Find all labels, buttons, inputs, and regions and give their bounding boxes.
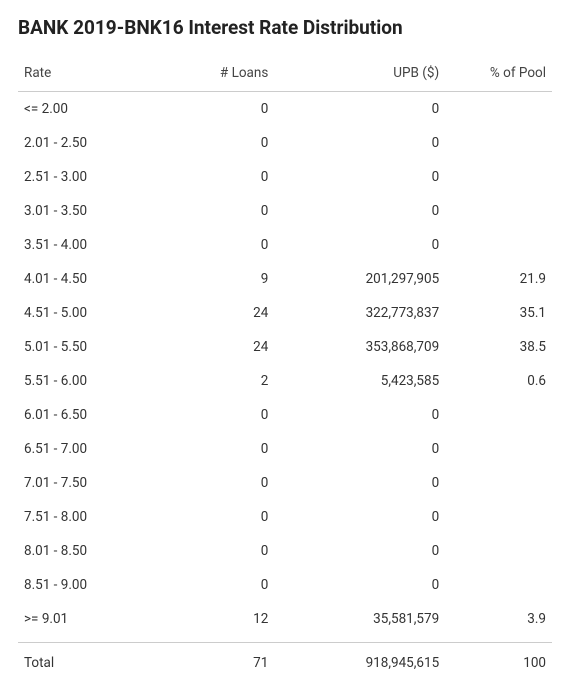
table-row: 8.51 - 9.0000 [18, 568, 552, 602]
col-header-rate: Rate [18, 57, 146, 92]
col-header-upb: UPB ($) [274, 57, 445, 92]
cell-upb: 5,423,585 [274, 364, 445, 398]
cell-upb: 0 [274, 432, 445, 466]
table-header-row: Rate # Loans UPB ($) % of Pool [18, 57, 552, 92]
cell-loans: 0 [146, 160, 274, 194]
cell-loans: 24 [146, 296, 274, 330]
cell-pct: 21.9 [445, 262, 552, 296]
total-label: Total [18, 643, 146, 681]
table-row: 4.51 - 5.0024322,773,83735.1 [18, 296, 552, 330]
cell-pct [445, 398, 552, 432]
table-row: 7.51 - 8.0000 [18, 500, 552, 534]
cell-rate: 6.51 - 7.00 [18, 432, 146, 466]
cell-pct [445, 432, 552, 466]
cell-upb: 322,773,837 [274, 296, 445, 330]
cell-rate: 5.01 - 5.50 [18, 330, 146, 364]
cell-pct [445, 534, 552, 568]
table-row: 3.51 - 4.0000 [18, 228, 552, 262]
cell-rate: 6.01 - 6.50 [18, 398, 146, 432]
cell-rate: <= 2.00 [18, 92, 146, 127]
cell-pct [445, 160, 552, 194]
cell-loans: 2 [146, 364, 274, 398]
cell-upb: 0 [274, 92, 445, 127]
cell-rate: 2.01 - 2.50 [18, 126, 146, 160]
cell-rate: 7.01 - 7.50 [18, 466, 146, 500]
cell-rate: 8.01 - 8.50 [18, 534, 146, 568]
cell-pct [445, 568, 552, 602]
table-row: 7.01 - 7.5000 [18, 466, 552, 500]
cell-pct: 38.5 [445, 330, 552, 364]
cell-loans: 12 [146, 602, 274, 636]
table-row: 6.01 - 6.5000 [18, 398, 552, 432]
table-row: 4.01 - 4.509201,297,90521.9 [18, 262, 552, 296]
cell-rate: 4.51 - 5.00 [18, 296, 146, 330]
cell-pct: 3.9 [445, 602, 552, 636]
cell-rate: >= 9.01 [18, 602, 146, 636]
cell-loans: 0 [146, 568, 274, 602]
cell-pct [445, 466, 552, 500]
cell-rate: 5.51 - 6.00 [18, 364, 146, 398]
cell-loans: 0 [146, 398, 274, 432]
cell-pct [445, 92, 552, 127]
table-row: 8.01 - 8.5000 [18, 534, 552, 568]
cell-upb: 0 [274, 568, 445, 602]
table-body: <= 2.00002.01 - 2.50002.51 - 3.00003.01 … [18, 92, 552, 643]
page-title: BANK 2019-BNK16 Interest Rate Distributi… [18, 16, 552, 39]
cell-loans: 0 [146, 228, 274, 262]
cell-upb: 0 [274, 500, 445, 534]
cell-pct [445, 126, 552, 160]
cell-upb: 35,581,579 [274, 602, 445, 636]
cell-upb: 353,868,709 [274, 330, 445, 364]
cell-upb: 0 [274, 160, 445, 194]
cell-pct [445, 194, 552, 228]
cell-loans: 9 [146, 262, 274, 296]
cell-upb: 0 [274, 398, 445, 432]
cell-rate: 3.01 - 3.50 [18, 194, 146, 228]
cell-upb: 0 [274, 466, 445, 500]
total-upb: 918,945,615 [274, 643, 445, 681]
cell-pct [445, 228, 552, 262]
cell-upb: 0 [274, 194, 445, 228]
distribution-table: Rate # Loans UPB ($) % of Pool <= 2.0000… [18, 57, 552, 680]
total-pct: 100 [445, 643, 552, 681]
col-header-pct: % of Pool [445, 57, 552, 92]
cell-loans: 0 [146, 500, 274, 534]
cell-upb: 0 [274, 126, 445, 160]
total-loans: 71 [146, 643, 274, 681]
table-row: >= 9.011235,581,5793.9 [18, 602, 552, 636]
cell-loans: 0 [146, 126, 274, 160]
cell-rate: 2.51 - 3.00 [18, 160, 146, 194]
table-row: 5.01 - 5.5024353,868,70938.5 [18, 330, 552, 364]
cell-loans: 0 [146, 432, 274, 466]
cell-loans: 0 [146, 534, 274, 568]
cell-rate: 4.01 - 4.50 [18, 262, 146, 296]
cell-loans: 0 [146, 466, 274, 500]
cell-loans: 24 [146, 330, 274, 364]
table-row: 2.51 - 3.0000 [18, 160, 552, 194]
cell-upb: 0 [274, 228, 445, 262]
cell-rate: 7.51 - 8.00 [18, 500, 146, 534]
table-row: 2.01 - 2.5000 [18, 126, 552, 160]
cell-pct: 35.1 [445, 296, 552, 330]
table-row: <= 2.0000 [18, 92, 552, 127]
cell-loans: 0 [146, 194, 274, 228]
cell-loans: 0 [146, 92, 274, 127]
cell-upb: 0 [274, 534, 445, 568]
cell-pct [445, 500, 552, 534]
col-header-loans: # Loans [146, 57, 274, 92]
cell-pct: 0.6 [445, 364, 552, 398]
table-row: 6.51 - 7.0000 [18, 432, 552, 466]
cell-rate: 3.51 - 4.00 [18, 228, 146, 262]
cell-upb: 201,297,905 [274, 262, 445, 296]
cell-rate: 8.51 - 9.00 [18, 568, 146, 602]
table-row: 3.01 - 3.5000 [18, 194, 552, 228]
table-row: 5.51 - 6.0025,423,5850.6 [18, 364, 552, 398]
table-total-row: Total 71 918,945,615 100 [18, 643, 552, 681]
